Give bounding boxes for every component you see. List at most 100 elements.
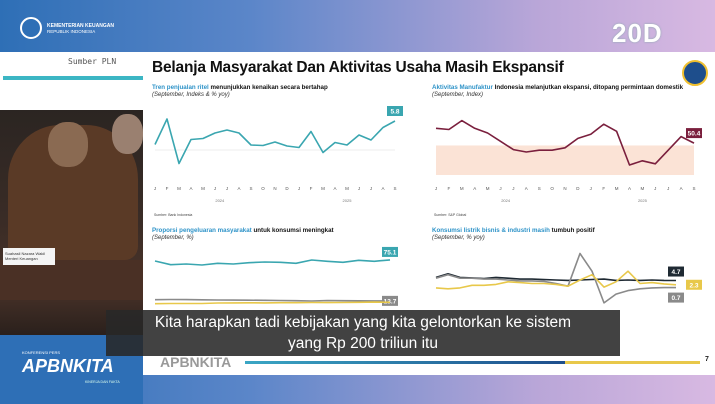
chart-4-header: Konsumsi listrik bisnis & industri masih… — [432, 227, 692, 241]
data-label-box — [686, 128, 702, 139]
desk — [0, 260, 143, 300]
series-line — [154, 118, 396, 165]
subtitle-line-1: Kita harapkan tadi kebijakan yang kita g… — [154, 314, 572, 331]
chart-title-highlight: Konsumsi listrik bisnis & industri masih — [432, 227, 550, 234]
data-label-box — [382, 295, 398, 306]
x-tick-label: M — [486, 186, 490, 191]
x-tick-label: A — [525, 186, 528, 191]
chart-3-header: Proporsi pengeluaran masyarakat untuk ko… — [152, 227, 412, 241]
x-tick-label: M — [615, 186, 619, 191]
chart-subtitle: (September, Index) — [432, 92, 484, 98]
event-logo: APBNKITA — [22, 356, 114, 376]
data-label: 4.7 — [671, 269, 680, 276]
chart-subtitle: (September, %) — [152, 235, 194, 241]
series-line — [435, 252, 676, 304]
ministry-seal-icon — [20, 17, 42, 39]
data-label-box — [686, 279, 702, 290]
subtitle-line-2: yang Rp 200 triliun itu — [288, 335, 438, 352]
x-tick-label: J — [370, 186, 372, 191]
x-tick-label: M — [641, 186, 645, 191]
x-tick-label: S — [393, 186, 396, 191]
x-tick-label: M — [460, 186, 464, 191]
x-tick-label: M — [345, 186, 349, 191]
x-tick-label: A — [628, 186, 631, 191]
year-label: 2024 — [501, 198, 511, 203]
chart-source: Sumber: S&P Global — [434, 213, 467, 217]
event-tagline: KINERJA DAN FAKTA — [85, 380, 120, 384]
brand-logo: 20D — [612, 18, 663, 48]
x-tick-label: O — [550, 186, 554, 191]
x-tick-label: J — [512, 186, 514, 191]
chart-title-highlight: Tren penjualan ritel — [152, 84, 209, 91]
data-label: 5.8 — [390, 109, 399, 116]
data-label: 0.7 — [671, 295, 680, 302]
x-tick-label: M — [177, 186, 181, 191]
series-line — [435, 273, 677, 282]
left-info-strip — [0, 52, 143, 110]
year-label: 2025 — [638, 198, 648, 203]
x-tick-label: M — [201, 186, 205, 191]
x-tick-label: A — [381, 186, 384, 191]
ministry-name: KEMENTERIAN KEUANGAN — [47, 22, 114, 29]
x-tick-label: A — [189, 186, 192, 191]
ministry-logo: KEMENTERIAN KEUANGAN REPUBLIK INDONESIA — [20, 17, 114, 39]
chart-2-header: Aktivitas Manufaktur Indonesia melanjutk… — [432, 84, 687, 98]
data-label-box — [668, 266, 684, 277]
x-tick-label: J — [435, 186, 437, 191]
data-label: 50.4 — [688, 131, 701, 138]
x-tick-label: J — [654, 186, 656, 191]
x-tick-label: S — [249, 186, 252, 191]
footer-line-accent — [565, 361, 700, 364]
event-label: KONFERENSI PERS — [22, 350, 61, 355]
data-label-box — [668, 292, 684, 303]
chart-source: Sumber: Bank Indonesia — [154, 213, 193, 217]
x-tick-label: A — [333, 186, 336, 191]
series-line — [154, 298, 390, 302]
x-tick-label: F — [602, 186, 605, 191]
data-label: 2.3 — [689, 282, 698, 289]
x-tick-label: A — [680, 186, 683, 191]
chart-title: Indonesia melanjutkan ekspansi, ditopang… — [494, 84, 684, 91]
x-tick-label: A — [473, 186, 476, 191]
series-line — [154, 301, 391, 305]
series-line — [435, 119, 695, 166]
data-label-box — [387, 106, 403, 116]
chart-1-header: Tren penjualan ritel menunjukkan kenaika… — [152, 84, 412, 98]
x-tick-label: A — [237, 186, 240, 191]
year-label: 2025 — [343, 198, 353, 203]
footer-line — [245, 361, 565, 364]
x-tick-label: F — [448, 186, 451, 191]
page-number: 7 — [705, 356, 709, 363]
speaker-head — [48, 122, 88, 167]
x-tick-label: S — [692, 186, 695, 191]
official-head — [112, 114, 143, 154]
x-tick-label: J — [154, 186, 156, 191]
chart-title-highlight: Proporsi pengeluaran masyarakat — [152, 227, 252, 234]
series-line — [154, 259, 391, 266]
footer-logo: APBNKITA — [160, 354, 232, 370]
x-tick-label: J — [298, 186, 300, 191]
divider — [3, 76, 143, 80]
x-tick-label: J — [214, 186, 216, 191]
chart-subtitle: (September, % yoy) — [432, 235, 485, 241]
x-tick-label: J — [358, 186, 360, 191]
ministry-country: REPUBLIK INDONESIA — [47, 28, 96, 34]
series-line — [435, 270, 677, 290]
chart-title: tumbuh positif — [551, 227, 595, 234]
slide-title: Belanja Masyarakat Dan Aktivitas Usaha M… — [152, 59, 564, 76]
x-tick-label: D — [285, 186, 289, 191]
chart-title: untuk konsumsi meningkat — [253, 227, 334, 234]
x-tick-label: J — [226, 186, 228, 191]
threshold-shade — [436, 145, 694, 175]
data-label: 13.7 — [384, 298, 397, 305]
ministry-emblem-icon — [682, 60, 708, 86]
x-tick-label: M — [321, 186, 325, 191]
x-tick-label: N — [563, 186, 566, 191]
year-label: 2024 — [215, 198, 225, 203]
data-label-box — [382, 246, 398, 257]
chart-subtitle: (September, Indeks & % yoy) — [152, 92, 230, 98]
name-tag: Suahasil Nazara Wakil Menteri Keuangan — [3, 248, 55, 265]
x-tick-label: O — [261, 186, 265, 191]
x-tick-label: D — [576, 186, 580, 191]
